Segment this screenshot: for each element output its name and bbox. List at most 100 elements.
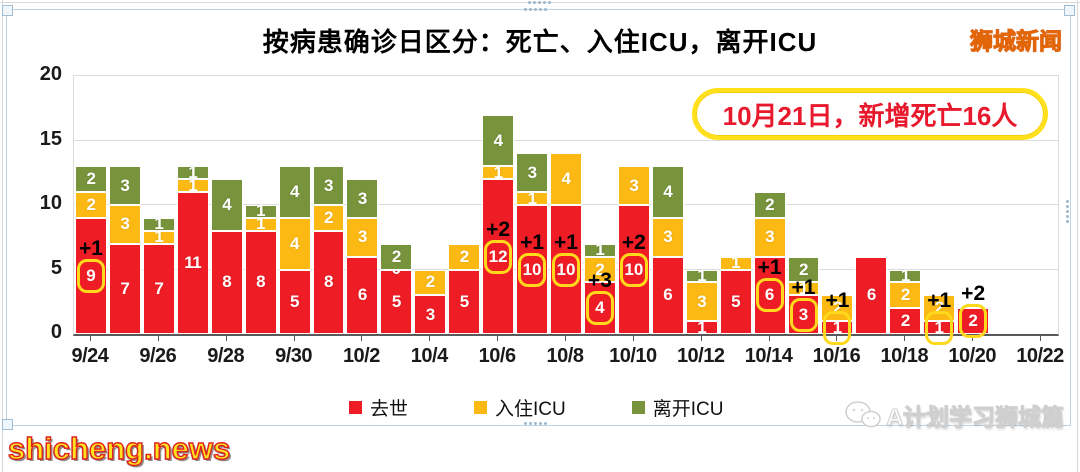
bar-segment-去世: 11	[176, 192, 209, 334]
circled-death-value: 10	[619, 252, 648, 287]
resize-handle-top-left[interactable]	[2, 5, 13, 16]
segment-value: 1	[154, 214, 164, 234]
bar-10/3: 502	[380, 76, 413, 334]
segment-value: 4	[663, 182, 673, 202]
segment-value: 8	[323, 272, 333, 292]
segment-value: 2	[425, 272, 435, 292]
legend-label: 去世	[370, 399, 409, 420]
y-tick-label: 5	[50, 256, 62, 279]
x-tick-label: 10/18	[880, 345, 929, 367]
bar-segment-离开ICU: 3	[312, 166, 345, 205]
bar-10/16: 1 +1 2	[821, 76, 854, 345]
legend-item: 离开ICU	[631, 394, 723, 421]
bar-10/12: 1 3 1	[685, 76, 718, 337]
bar-10/9: 4 +3 2 1	[583, 76, 616, 334]
bar-10/1: 8 2 3	[312, 76, 345, 334]
circled-death-value: 10	[518, 252, 547, 287]
bar-segment-入住ICU: 2	[312, 205, 345, 231]
bar-segment-去世	[583, 282, 616, 334]
bar-10/2: 6 3 3	[346, 76, 379, 334]
new-death-annotation: +1	[927, 288, 952, 312]
watermark-bottom-right-text: A计划学习狮城篇	[886, 404, 1065, 431]
bar-segment-去世	[617, 205, 650, 334]
segment-value: 1	[697, 317, 707, 337]
bar-segment-入住ICU: 1	[142, 227, 175, 246]
bar-segment-离开ICU: 2	[380, 243, 413, 270]
bar-segment-去世	[75, 217, 107, 334]
segment-value: 3	[357, 227, 367, 247]
deaths-callout-text: 10月21日，新增死亡16人	[722, 100, 1018, 131]
y-tick-label: 10	[39, 192, 62, 214]
segment-value: 2	[391, 246, 401, 266]
y-tick-label: 0	[50, 321, 62, 343]
x-tick-label: 10/14	[744, 345, 793, 367]
resize-handle-bottom-left[interactable]	[2, 419, 13, 430]
bar-10/6: 12 +2 1 4	[482, 76, 515, 334]
segment-value: 2	[595, 259, 605, 279]
segment-value: 1	[799, 278, 808, 298]
segment-value: 1	[900, 265, 910, 285]
segment-value: 1	[697, 265, 707, 285]
bar-segment-离开ICU: 3	[346, 179, 379, 218]
x-tick-label: 10/4	[410, 345, 448, 367]
segment-value: 7	[120, 278, 130, 298]
bar-segment-去世: 6	[346, 256, 379, 334]
bar-segment-去世: 6	[855, 256, 888, 334]
bar-segment-离开ICU: 4	[210, 179, 243, 231]
legend-label: 入住ICU	[495, 399, 566, 420]
resize-handle-top-right[interactable]	[1064, 5, 1075, 16]
segment-value: 11	[184, 253, 202, 273]
bar-segment-去世: 5	[380, 269, 413, 334]
bar-segment-离开ICU: 4	[278, 166, 311, 218]
bar-segment-入住ICU: 2	[75, 192, 107, 218]
window-left-edge	[2, 0, 3, 472]
segment-value: 2	[86, 169, 96, 189]
bar-segment-离开ICU: 3	[516, 153, 549, 193]
bar-segment-离开ICU: 1	[176, 163, 209, 182]
window-top-grip[interactable]	[528, 1, 531, 4]
resize-grip-top-center[interactable]	[524, 8, 527, 11]
bar-segment-离开ICU: 3	[108, 166, 141, 205]
x-tick-mark	[700, 335, 702, 341]
window-top-edge	[0, 2, 1080, 3]
plot-area: 9+122733711111184811544823633502325212+2…	[73, 75, 1059, 345]
bar-segment-离开ICU: 2	[753, 192, 786, 218]
circled-death-value: 12	[484, 239, 513, 274]
segment-value: 3	[120, 175, 130, 195]
bar-segment-入住ICU: 1	[176, 176, 209, 195]
resize-grip-right-middle[interactable]	[1066, 200, 1069, 203]
bar-segment-去世	[753, 256, 786, 334]
bar-segment-去世: 8	[244, 230, 277, 334]
segment-value: 1	[731, 253, 741, 273]
x-tick-label: 10/16	[812, 345, 861, 367]
chart-legend: 去世 入住ICU 离开ICU	[349, 394, 723, 421]
x-tick-label: 10/12	[676, 345, 725, 367]
bar-segment-去世	[516, 205, 549, 334]
x-tick-mark	[565, 335, 566, 341]
segment-value: 4	[493, 130, 503, 150]
segment-value: 2	[832, 298, 842, 318]
segment-value: 2	[459, 246, 469, 266]
legend-swatch	[631, 401, 645, 414]
bar-segment-入住ICU: 2	[583, 256, 616, 283]
chart-object-frame	[6, 9, 1071, 426]
segment-value: 3	[629, 175, 639, 195]
circled-death-value: 1	[925, 310, 954, 345]
resize-grip-bottom-center[interactable]	[524, 422, 527, 425]
segment-value: 2	[799, 259, 808, 279]
bar-10/11: 6 3 4	[651, 76, 684, 334]
x-tick-mark	[632, 335, 634, 341]
bar-segment-离开ICU: 1	[685, 266, 718, 285]
bar-10/20: 2 +2	[957, 76, 990, 339]
circled-death-value: 9	[76, 258, 105, 293]
new-death-annotation: +1	[757, 256, 782, 280]
segment-value: 3	[357, 188, 367, 208]
deaths-callout: 10月21日，新增死亡16人	[692, 88, 1048, 140]
bar-segment-入住ICU: 2	[448, 243, 481, 270]
legend-swatch	[349, 401, 363, 414]
legend-item: 去世	[349, 394, 408, 421]
